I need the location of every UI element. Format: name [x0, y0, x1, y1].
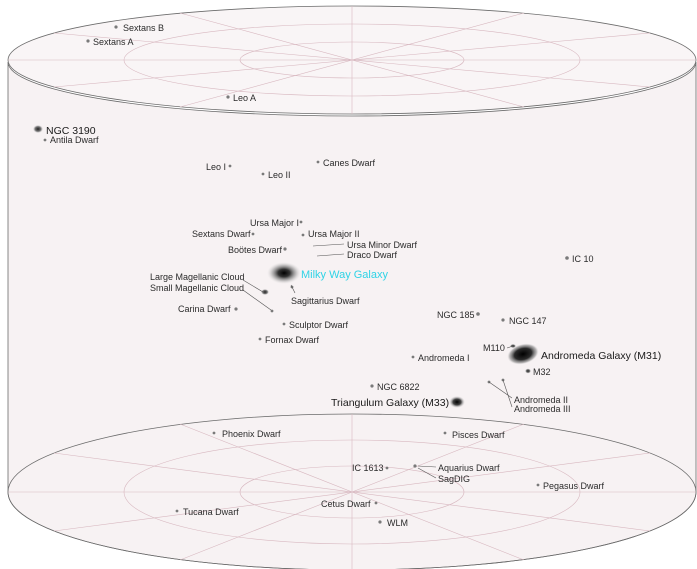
ngc-3190-galaxy-icon[interactable] [33, 125, 43, 133]
label-carina-dwarf: Carina Dwarf [178, 304, 231, 314]
label-m32: M32 [533, 367, 551, 377]
label-ic-10: IC 10 [572, 254, 594, 264]
label-pegasus-dwarf: Pegasus Dwarf [543, 481, 605, 491]
label-ursa-major-i: Ursa Major I [250, 218, 299, 228]
label-sagdig: SagDIG [438, 474, 470, 484]
label-sagittarius-dwarf: Sagittarius Dwarf [291, 296, 360, 306]
label-milky-way: Milky Way Galaxy [301, 269, 388, 281]
label-triangulum-galaxy: Triangulum Galaxy (M33) [331, 397, 449, 409]
label-ursa-minor-dwarf: Ursa Minor Dwarf [347, 240, 418, 250]
label-ngc-6822: NGC 6822 [377, 382, 420, 392]
triangulum-galaxy-icon[interactable] [449, 396, 465, 408]
label-smc: Small Magellanic Cloud [150, 283, 244, 293]
label-sculptor-dwarf: Sculptor Dwarf [289, 320, 349, 330]
label-andromeda-galaxy: Andromeda Galaxy (M31) [541, 350, 661, 362]
label-bootes-dwarf: Boötes Dwarf [228, 245, 283, 255]
label-antila-dwarf: Antila Dwarf [50, 135, 99, 145]
andromeda-galaxy-icon[interactable] [505, 340, 541, 368]
label-m110: M110 [483, 343, 505, 353]
label-ngc-185: NGC 185 [437, 310, 475, 320]
label-fornax-dwarf: Fornax Dwarf [265, 335, 320, 345]
milky-way-galaxy-icon[interactable] [267, 262, 301, 284]
label-ngc-3190: NGC 3190 [46, 125, 96, 137]
label-draco-dwarf: Draco Dwarf [347, 250, 398, 260]
label-andromeda-ii: Andromeda II [514, 395, 568, 405]
label-sextans-dwarf: Sextans Dwarf [192, 229, 251, 239]
label-sextans-b: Sextans B [123, 23, 164, 33]
label-pisces-dwarf: Pisces Dwarf [452, 430, 505, 440]
label-cetus-dwarf: Cetus Dwarf [321, 499, 371, 509]
bottom-disc [7, 413, 697, 569]
dwarf-points [43, 25, 569, 524]
label-tucana-dwarf: Tucana Dwarf [183, 507, 239, 517]
label-ngc-147: NGC 147 [509, 316, 547, 326]
label-andromeda-i: Andromeda I [418, 353, 470, 363]
lmc-galaxy-icon[interactable] [261, 289, 269, 295]
label-leo-ii: Leo II [268, 170, 291, 180]
label-lmc: Large Magellanic Cloud [150, 272, 245, 282]
label-ursa-major-ii: Ursa Major II [308, 229, 360, 239]
label-leo-i: Leo I [206, 162, 226, 172]
label-sextans-a: Sextans A [93, 37, 134, 47]
label-leo-a: Leo A [233, 93, 256, 103]
label-ic-1613: IC 1613 [352, 463, 384, 473]
label-canes-dwarf: Canes Dwarf [323, 158, 376, 168]
top-disc [7, 5, 697, 115]
label-wlm: WLM [387, 518, 408, 528]
label-aquarius-dwarf: Aquarius Dwarf [438, 463, 500, 473]
label-andromeda-iii: Andromeda III [514, 404, 571, 414]
label-phoenix-dwarf: Phoenix Dwarf [222, 429, 281, 439]
leader-lines [242, 243, 514, 479]
m32-galaxy-icon[interactable] [525, 368, 531, 374]
